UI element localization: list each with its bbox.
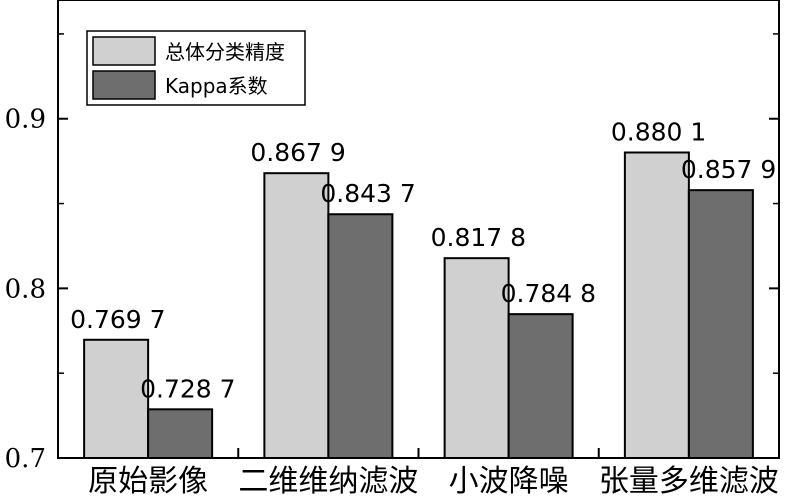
x-tick-label-wavelet-denoise: 小波降噪 [449,464,569,496]
legend-swatch-kappa [92,70,156,100]
y-tick-label: 0.9 [5,105,46,135]
y-axis: 0.7 0.8 0.9 [5,33,779,474]
bar-overall-accuracy-original-image [83,338,150,460]
data-label-kappa-wiener-filter-2d: 0.843 7 [320,179,415,208]
bar-kappa-wiener-filter-2d [327,213,394,459]
bar-overall-accuracy-wavelet-denoise [443,257,510,459]
legend-label-kappa: Kappa系数 [165,74,268,98]
bars [83,151,754,460]
data-label-overall-accuracy-original-image: 0.769 7 [70,305,165,334]
data-label-kappa-original-image: 0.728 7 [140,374,235,403]
bar-kappa-original-image [147,408,214,459]
y-tick-label: 0.7 [5,444,46,474]
data-label-kappa-wavelet-denoise: 0.784 8 [501,279,596,308]
x-axis: 原始影像 二维维纳滤波 小波降噪 张量多维滤波 [88,448,780,496]
legend: 总体分类精度 Kappa系数 [86,30,306,106]
y-tick-label: 0.8 [5,274,46,304]
data-labels: 0.769 7 0.728 7 0.867 9 0.843 7 0.817 8 0.784… [70,117,776,403]
x-tick-label-tensor-filter: 张量多维滤波 [599,464,779,496]
bar-kappa-tensor-filter [687,189,754,459]
bar-overall-accuracy-wiener-filter-2d [263,172,330,459]
bar-kappa-wavelet-denoise [507,313,574,460]
x-tick-label-wiener-filter-2d: 二维维纳滤波 [238,464,418,496]
legend-swatch-overall-accuracy [92,36,156,66]
x-tick-label-original-image: 原始影像 [88,464,208,496]
data-label-overall-accuracy-tensor-filter: 0.880 1 [611,117,706,146]
data-label-overall-accuracy-wiener-filter-2d: 0.867 9 [250,138,345,167]
bar-overall-accuracy-tensor-filter [623,151,690,459]
legend-label-overall-accuracy: 总体分类精度 [165,40,285,64]
data-label-overall-accuracy-wavelet-denoise: 0.817 8 [431,223,526,252]
data-label-kappa-tensor-filter: 0.857 9 [681,155,776,184]
